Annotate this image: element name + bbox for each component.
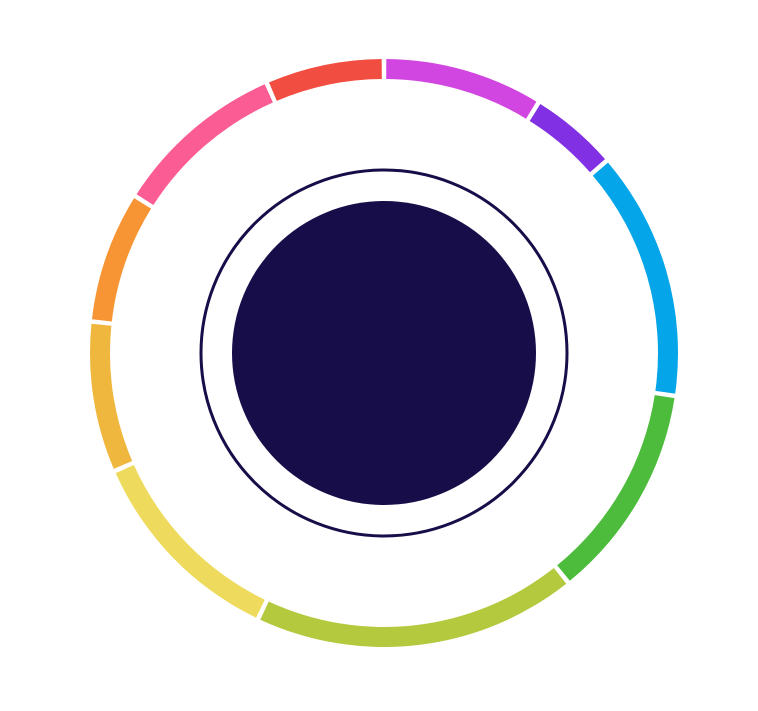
ring-segment-1 — [386, 59, 537, 119]
ring-segment-2 — [529, 104, 606, 173]
ring-segment-8 — [91, 198, 152, 322]
ring-segment-5 — [260, 568, 567, 648]
center-ring — [199, 168, 569, 538]
ring-segment-3 — [592, 162, 678, 394]
center-disc — [232, 201, 536, 505]
ring-segment-7 — [89, 323, 133, 469]
ring-segments — [89, 59, 678, 648]
ring-segment-9 — [136, 84, 273, 206]
ring-segment-4 — [557, 395, 675, 581]
ring-segment-6 — [115, 464, 265, 618]
ring-segment-10 — [268, 59, 382, 101]
